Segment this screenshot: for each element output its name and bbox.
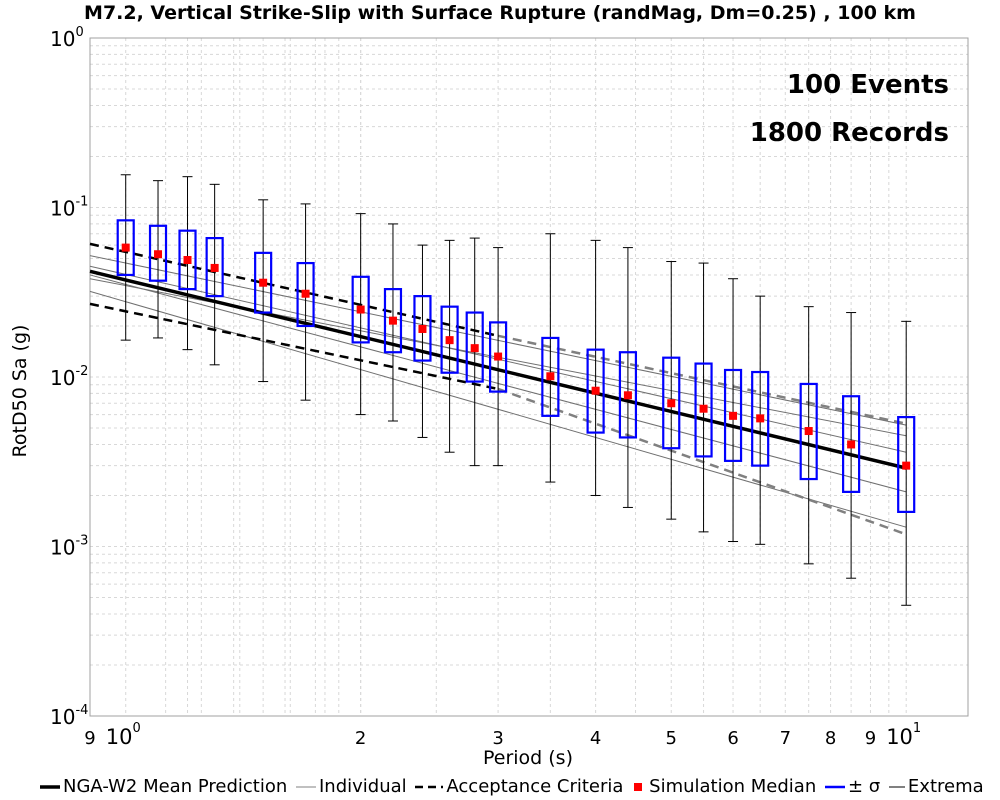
median-marker — [301, 289, 310, 298]
sigma-box — [413, 295, 432, 362]
legend-dashed-line-icon — [415, 785, 444, 788]
chart-title: M7.2, Vertical Strike-Slip with Surface … — [84, 2, 916, 24]
median-marker — [470, 344, 479, 353]
legend-label: Acceptance Criteria — [446, 776, 624, 797]
legend-item-median: Simulation Median — [632, 776, 816, 797]
median-marker — [847, 440, 856, 449]
sigma-box — [296, 261, 315, 328]
sigma-box — [842, 395, 861, 493]
legend: NGA-W2 Mean Prediction Individual Accept… — [40, 776, 987, 798]
legend-item-individual: Individual — [296, 776, 407, 797]
median-marker — [356, 305, 365, 314]
median-marker — [546, 372, 555, 381]
median-marker — [729, 411, 738, 420]
legend-item-sigma: ± σ — [824, 776, 881, 797]
legend-label: Simulation Median — [649, 776, 817, 797]
x-tick-label: 7 — [780, 728, 791, 749]
acceptance-line-upper — [497, 334, 907, 425]
sigma-box — [586, 348, 605, 434]
x-tick-label: 9 — [84, 728, 95, 749]
legend-label: Extrema — [907, 776, 984, 797]
x-tick-label: 4 — [590, 728, 601, 749]
y-tick-label: 10-3 — [50, 534, 88, 560]
legend-label: Individual — [319, 776, 407, 797]
legend-label: NGA-W2 Mean Prediction — [63, 776, 288, 797]
y-tick-label: 100 — [50, 25, 84, 51]
y-axis-label: RotD50 Sa (g) — [9, 324, 31, 458]
median-marker — [699, 404, 708, 413]
median-marker — [388, 316, 397, 325]
median-marker — [259, 278, 268, 287]
y-tick-label: 10-1 — [50, 195, 88, 221]
median-marker — [756, 414, 765, 423]
records-annotation: 1800 Records — [749, 118, 949, 148]
median-marker — [210, 263, 219, 272]
sigma-box — [440, 305, 459, 374]
x-tick-label: 9 — [865, 728, 876, 749]
x-tick-label: 101 — [886, 721, 921, 749]
sigma-box — [205, 236, 224, 298]
median-marker — [667, 399, 676, 408]
sigma-box — [618, 351, 638, 439]
median-marker — [154, 250, 163, 259]
sigma-box — [116, 219, 135, 277]
sigma-boxes — [116, 219, 916, 514]
y-tick-labels: 100 10-1 10-2 10-3 10-4 — [50, 25, 88, 729]
y-tick-label: 10-2 — [50, 364, 88, 390]
sigma-box — [897, 415, 916, 514]
acceptance-line-lower — [497, 387, 907, 536]
sigma-box — [694, 362, 713, 458]
legend-label: ± σ — [847, 776, 881, 797]
sigma-box — [148, 224, 168, 282]
x-tick-labels: 9 100 2 3 4 5 6 7 8 9 101 — [84, 721, 921, 749]
y-tick-label: 10-4 — [50, 703, 88, 729]
sigma-box — [662, 356, 681, 450]
sigma-box — [489, 321, 508, 393]
sigma-box — [465, 311, 484, 383]
median-marker — [804, 427, 813, 436]
legend-item-acceptance: Acceptance Criteria — [415, 776, 623, 797]
x-tick-label: 100 — [106, 721, 141, 749]
sigma-box — [541, 336, 560, 417]
median-marker — [494, 352, 503, 361]
sigma-box — [751, 370, 770, 467]
legend-square-icon — [634, 782, 643, 791]
sigma-box — [799, 382, 818, 481]
plot-frame — [89, 37, 969, 717]
x-axis-label: Period (s) — [482, 747, 573, 769]
sigma-box — [178, 229, 197, 291]
median-marker — [121, 243, 130, 252]
sigma-box — [254, 251, 273, 314]
median-marker — [623, 391, 632, 400]
median-marker — [183, 256, 192, 265]
x-tick-label: 8 — [825, 728, 836, 749]
legend-box-icon — [824, 785, 845, 788]
x-tick-label: 2 — [355, 728, 366, 749]
sigma-box — [723, 368, 743, 462]
legend-extrema-icon — [888, 786, 905, 787]
extrema-whiskers — [120, 174, 912, 606]
x-tick-label: 6 — [727, 728, 738, 749]
legend-thick-line-icon — [40, 784, 60, 789]
median-marker — [418, 324, 427, 333]
acceptance-line-lower — [89, 302, 499, 391]
sigma-box — [383, 288, 403, 354]
median-marker — [445, 336, 454, 345]
median-marker — [902, 461, 911, 470]
legend-item-extrema: Extrema — [888, 776, 984, 797]
legend-thin-line-icon — [296, 786, 316, 787]
sigma-box — [351, 275, 370, 344]
median-marker — [591, 386, 600, 395]
simulation-medians — [121, 243, 911, 470]
events-annotation: 100 Events — [786, 70, 949, 100]
x-tick-label: 3 — [492, 728, 503, 749]
x-tick-label: 5 — [666, 728, 677, 749]
legend-item-mean: NGA-W2 Mean Prediction — [40, 776, 287, 797]
